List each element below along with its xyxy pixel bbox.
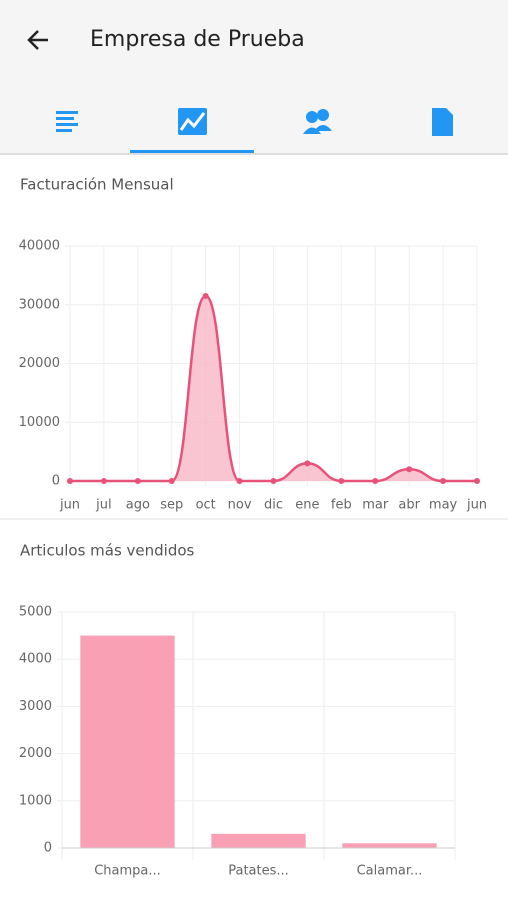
chart-title: Articulos más vendidos [20, 542, 195, 560]
x-tick-label: jun [59, 498, 80, 513]
point [134, 478, 141, 484]
x-tick-label: jun [466, 498, 487, 513]
x-tick-label: Calamar... [357, 864, 423, 879]
y-tick-label: 5000 [19, 605, 52, 620]
line [70, 294, 477, 483]
y-tick-label: 4000 [19, 652, 52, 667]
point [236, 478, 243, 484]
x-tick-label: mar [362, 498, 389, 513]
tab-shadow [0, 153, 508, 155]
point [100, 478, 107, 484]
header-title: Empresa de Prueba [90, 27, 305, 52]
x-tick-label: jul [95, 498, 111, 513]
bar [342, 843, 437, 848]
back-button[interactable] [27, 30, 48, 50]
point [304, 460, 311, 467]
point [202, 292, 209, 299]
y-tick-label: 0 [44, 841, 52, 856]
point [440, 478, 447, 484]
tab-clients[interactable] [303, 109, 332, 134]
point [406, 466, 413, 473]
y-tick-label: 20000 [19, 356, 60, 371]
point [270, 478, 277, 484]
x-tick-label: Champa... [94, 864, 161, 879]
point [67, 478, 73, 484]
x-tick-label: oct [196, 498, 216, 513]
active-tab-indicator [130, 150, 254, 153]
x-tick-label: sep [160, 498, 183, 513]
x-tick-label: nov [228, 498, 252, 513]
point [372, 478, 379, 484]
x-tick-label: may [429, 498, 458, 513]
bar [80, 635, 175, 848]
tab-documents[interactable] [432, 108, 453, 136]
y-tick-label: 1000 [19, 793, 52, 808]
x-tick-label: feb [331, 498, 352, 513]
bar [211, 833, 306, 848]
point [168, 478, 175, 484]
x-tick-label: abr [398, 498, 420, 513]
y-tick-label: 3000 [19, 699, 52, 714]
point [474, 478, 480, 484]
y-tick-label: 10000 [19, 415, 60, 430]
app-bar [0, 0, 508, 153]
x-tick-label: dic [264, 498, 283, 513]
y-tick-label: 2000 [19, 746, 52, 761]
chart-title: Facturación Mensual [20, 176, 174, 194]
x-tick-label: Patates... [228, 864, 289, 879]
y-tick-label: 0 [52, 474, 60, 489]
tab-charts[interactable] [178, 108, 207, 135]
tab-summary[interactable] [56, 111, 78, 132]
y-tick-label: 40000 [19, 239, 60, 254]
point [338, 478, 345, 484]
y-tick-label: 30000 [19, 297, 60, 312]
x-tick-label: ene [295, 498, 319, 513]
x-tick-label: ago [126, 498, 150, 513]
